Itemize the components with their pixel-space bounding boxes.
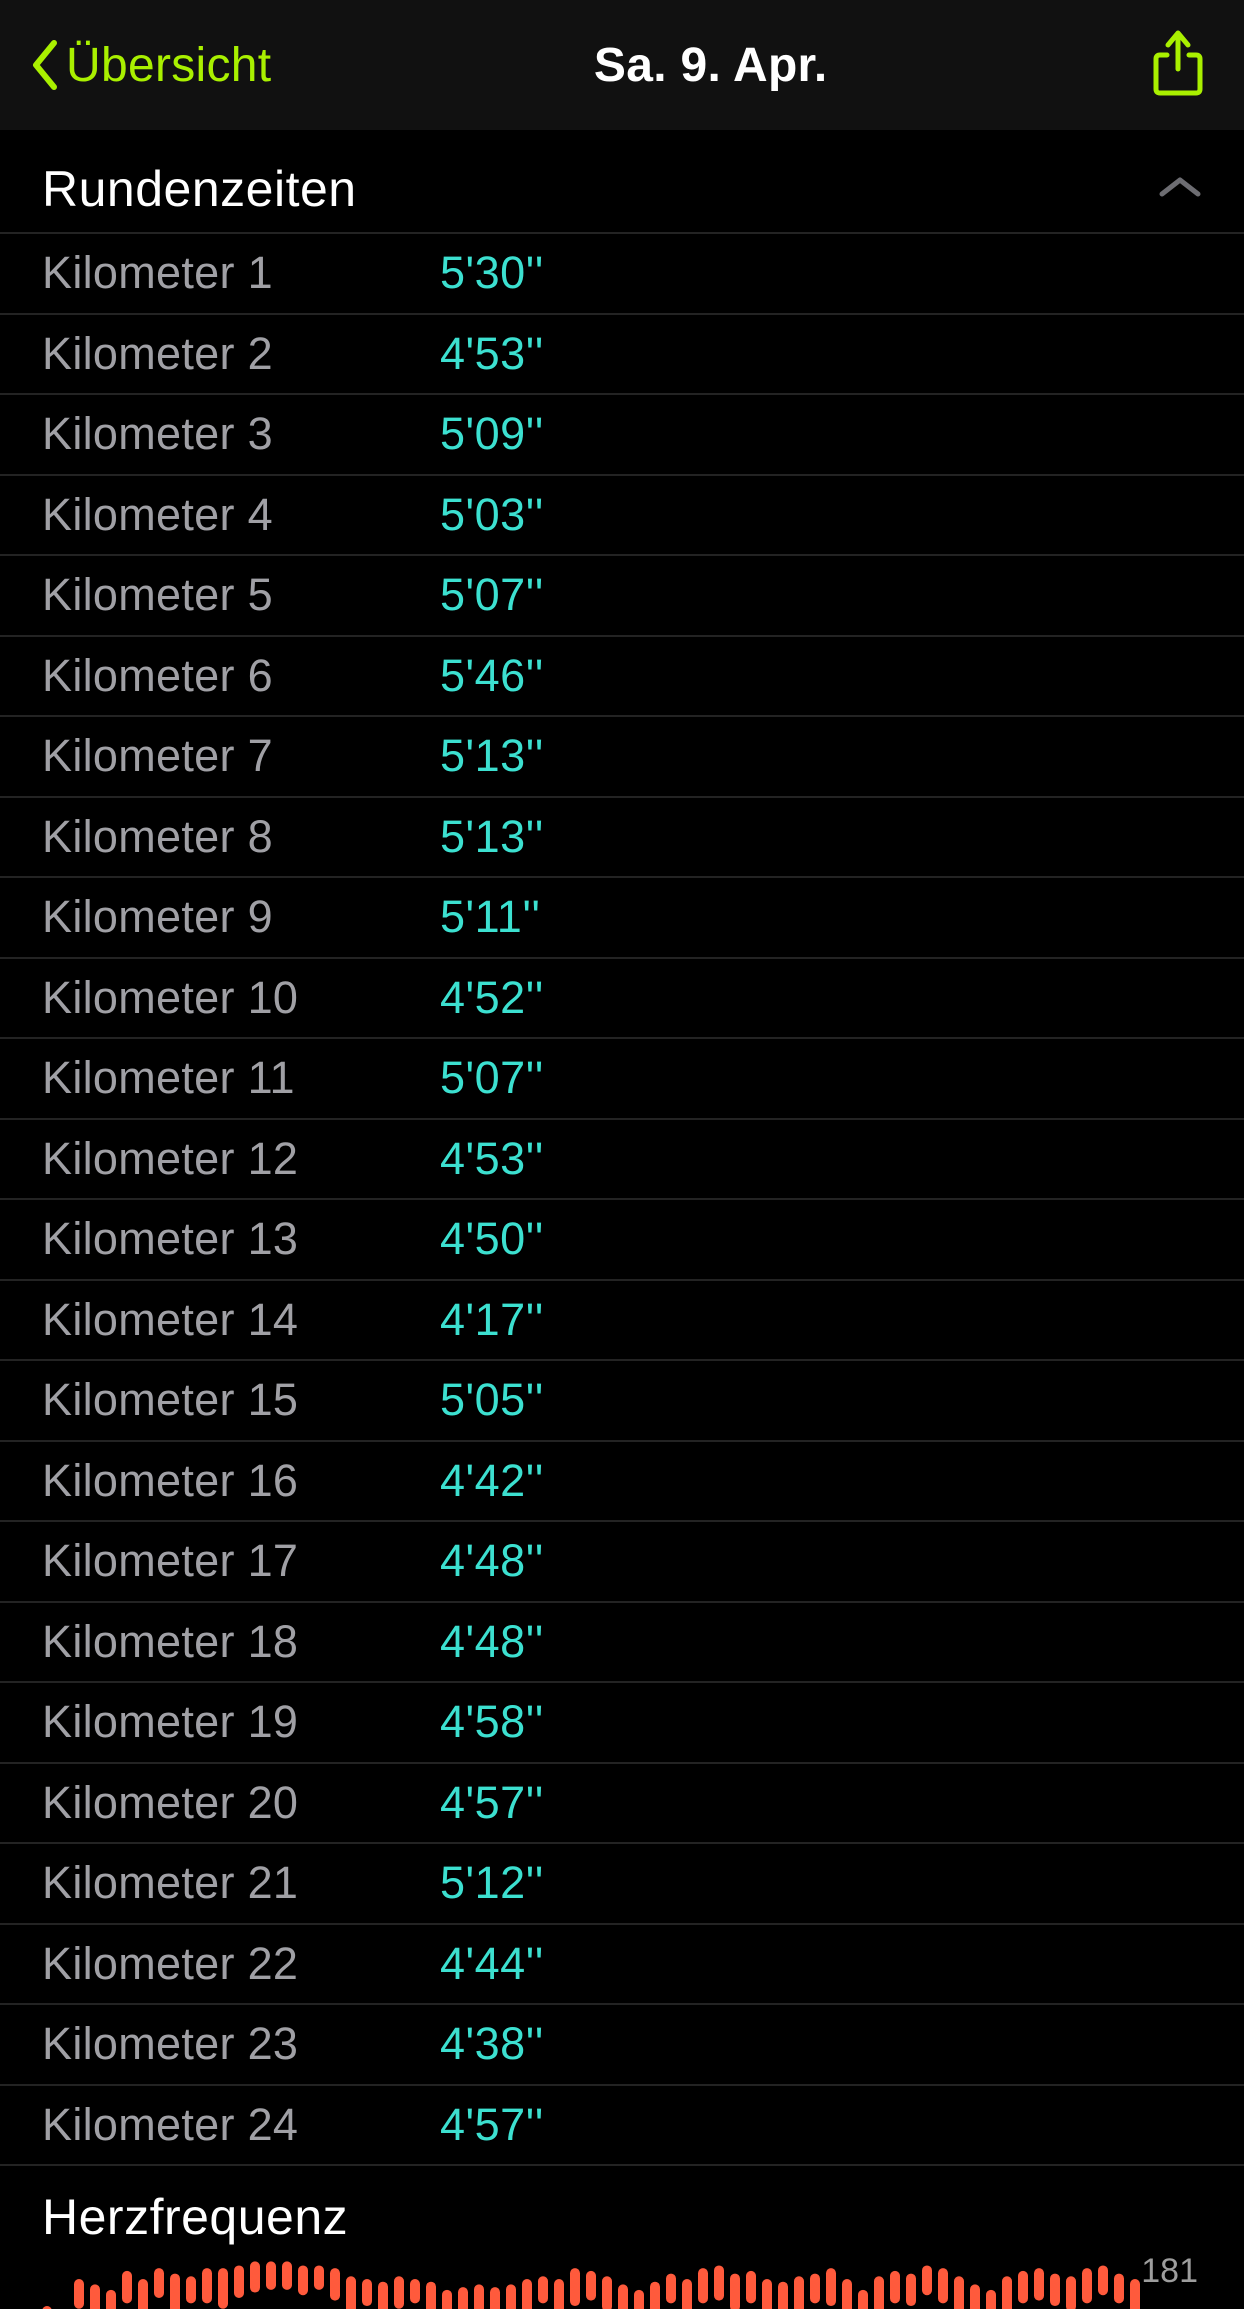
lap-value: 5'05'' [440, 1374, 544, 1426]
lap-value: 4'48'' [440, 1616, 544, 1668]
lap-label: Kilometer 10 [42, 972, 440, 1024]
lap-label: Kilometer 17 [42, 1535, 440, 1587]
lap-value: 4'42'' [440, 1455, 544, 1507]
back-label: Übersicht [66, 38, 271, 93]
lap-label: Kilometer 15 [42, 1374, 440, 1426]
lap-row: Kilometer 155'05'' [0, 1361, 1244, 1442]
lap-value: 5'07'' [440, 569, 544, 621]
lap-label: Kilometer 19 [42, 1696, 440, 1748]
lap-list: Kilometer 15'30''Kilometer 24'53''Kilome… [0, 232, 1244, 2166]
lap-row: Kilometer 104'52'' [0, 959, 1244, 1040]
lap-value: 4'57'' [440, 2099, 544, 2151]
lap-row: Kilometer 45'03'' [0, 476, 1244, 557]
lap-label: Kilometer 22 [42, 1938, 440, 1990]
lap-row: Kilometer 134'50'' [0, 1200, 1244, 1281]
lap-value: 5'46'' [440, 650, 544, 702]
lap-row: Kilometer 35'09'' [0, 395, 1244, 476]
lap-label: Kilometer 1 [42, 247, 440, 299]
share-button[interactable] [1150, 29, 1206, 102]
lap-row: Kilometer 174'48'' [0, 1522, 1244, 1603]
lap-row: Kilometer 184'48'' [0, 1603, 1244, 1684]
page-title: Sa. 9. Apr. [594, 38, 828, 93]
share-icon [1150, 29, 1206, 102]
lap-label: Kilometer 6 [42, 650, 440, 702]
lap-value: 4'53'' [440, 328, 544, 380]
lap-label: Kilometer 5 [42, 569, 440, 621]
lap-label: Kilometer 14 [42, 1294, 440, 1346]
lap-value: 5'07'' [440, 1052, 544, 1104]
lap-label: Kilometer 11 [42, 1052, 440, 1104]
lap-label: Kilometer 13 [42, 1213, 440, 1265]
lap-row: Kilometer 85'13'' [0, 798, 1244, 879]
lap-row: Kilometer 194'58'' [0, 1683, 1244, 1764]
lap-label: Kilometer 16 [42, 1455, 440, 1507]
lap-value: 4'58'' [440, 1696, 544, 1748]
heart-section: Herzfrequenz 181 [0, 2166, 1244, 2309]
lap-row: Kilometer 234'38'' [0, 2005, 1244, 2086]
lap-value: 4'44'' [440, 1938, 544, 1990]
lap-value: 4'17'' [440, 1294, 544, 1346]
lap-value: 5'13'' [440, 811, 544, 863]
lap-row: Kilometer 55'07'' [0, 556, 1244, 637]
lap-label: Kilometer 4 [42, 489, 440, 541]
heart-rate-peak-label: 181 [1141, 2252, 1198, 2291]
chevron-up-icon [1158, 174, 1202, 205]
lap-label: Kilometer 2 [42, 328, 440, 380]
lap-label: Kilometer 12 [42, 1133, 440, 1185]
lap-value: 4'52'' [440, 972, 544, 1024]
heart-rate-chart: 181 [42, 2256, 1202, 2309]
lap-row: Kilometer 204'57'' [0, 1764, 1244, 1845]
lap-value: 4'38'' [440, 2018, 544, 2070]
lap-row: Kilometer 115'07'' [0, 1039, 1244, 1120]
lap-value: 5'09'' [440, 408, 544, 460]
lap-row: Kilometer 15'30'' [0, 234, 1244, 315]
lap-value: 4'50'' [440, 1213, 544, 1265]
heart-section-title: Herzfrequenz [42, 2188, 1202, 2246]
lap-label: Kilometer 23 [42, 2018, 440, 2070]
lap-label: Kilometer 21 [42, 1857, 440, 1909]
lap-value: 4'57'' [440, 1777, 544, 1829]
lap-row: Kilometer 124'53'' [0, 1120, 1244, 1201]
lap-row: Kilometer 244'57'' [0, 2086, 1244, 2167]
lap-value: 4'48'' [440, 1535, 544, 1587]
lap-section-title: Rundenzeiten [42, 160, 357, 218]
lap-row: Kilometer 215'12'' [0, 1844, 1244, 1925]
lap-row: Kilometer 24'53'' [0, 315, 1244, 396]
lap-value: 4'53'' [440, 1133, 544, 1185]
lap-label: Kilometer 18 [42, 1616, 440, 1668]
lap-row: Kilometer 224'44'' [0, 1925, 1244, 2006]
lap-value: 5'12'' [440, 1857, 544, 1909]
lap-row: Kilometer 164'42'' [0, 1442, 1244, 1523]
lap-row: Kilometer 75'13'' [0, 717, 1244, 798]
lap-row: Kilometer 65'46'' [0, 637, 1244, 718]
lap-label: Kilometer 20 [42, 1777, 440, 1829]
lap-value: 5'13'' [440, 730, 544, 782]
back-button[interactable]: Übersicht [30, 38, 271, 93]
navbar: Übersicht Sa. 9. Apr. [0, 0, 1244, 130]
lap-section-header[interactable]: Rundenzeiten [0, 130, 1244, 232]
chevron-left-icon [30, 39, 60, 91]
lap-value: 5'11'' [440, 891, 541, 943]
lap-label: Kilometer 3 [42, 408, 440, 460]
lap-value: 5'30'' [440, 247, 544, 299]
lap-label: Kilometer 7 [42, 730, 440, 782]
lap-label: Kilometer 8 [42, 811, 440, 863]
lap-value: 5'03'' [440, 489, 544, 541]
lap-row: Kilometer 95'11'' [0, 878, 1244, 959]
lap-label: Kilometer 24 [42, 2099, 440, 2151]
lap-label: Kilometer 9 [42, 891, 440, 943]
lap-row: Kilometer 144'17'' [0, 1281, 1244, 1362]
